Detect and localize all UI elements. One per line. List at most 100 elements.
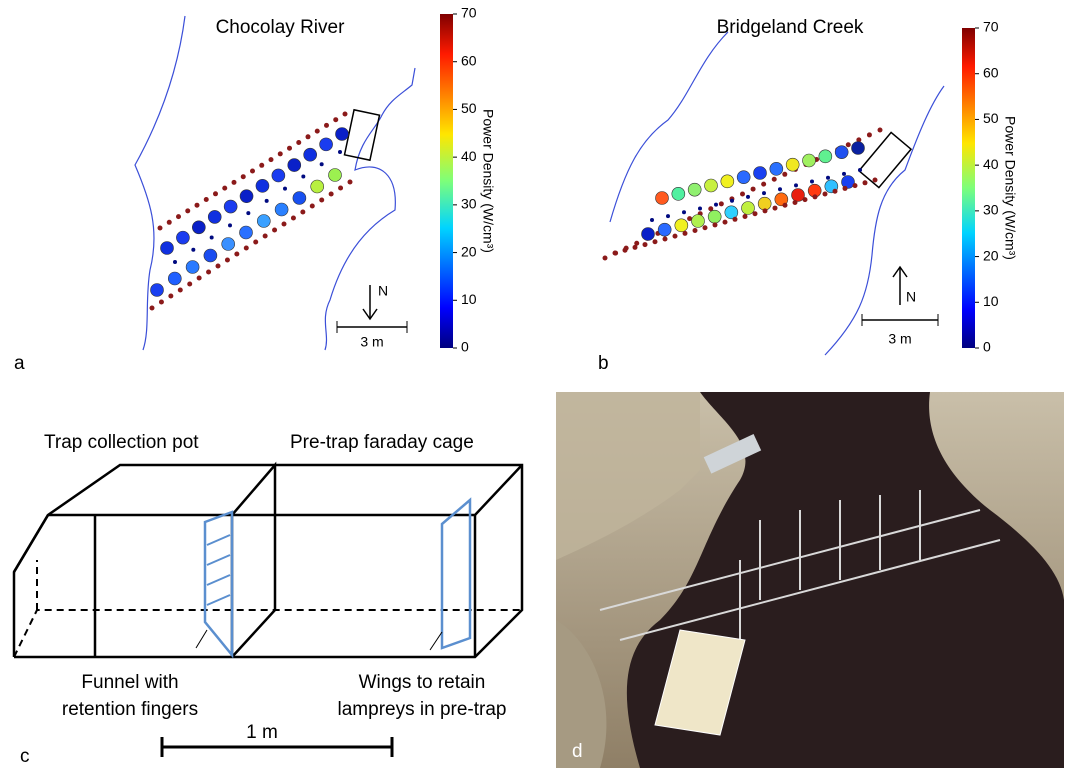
panel-c: Trap collection pot Pre-trap faraday cag… [14,432,522,767]
pointer [430,632,442,650]
ground-electrode [783,203,788,208]
tick-label: 60 [461,52,477,68]
ground-electrode [259,163,264,168]
pointer [196,630,207,648]
panel-label: c [20,746,30,767]
ground-electrode [225,258,230,263]
electrode [737,171,750,184]
ground-electrode [794,183,798,187]
ground-electrode [250,169,255,174]
ground-electrode [329,192,334,197]
electrode [151,284,164,297]
ground-electrode [283,187,287,191]
ground-electrode [210,236,214,240]
electrode [311,180,324,193]
ground-electrode [714,203,718,207]
electrode [642,228,655,241]
electrode [742,202,755,215]
ground-electrode [782,172,787,177]
electrode [168,272,181,285]
electrodes [603,128,883,261]
ground-electrode [278,151,283,156]
part-label: Pre-trap faraday cage [290,432,474,453]
electrode [161,242,174,255]
ground-electrode [213,191,218,196]
ground-electrode [187,282,192,287]
panel-a: Chocolay River N 3 m a [14,16,415,374]
electrode [320,138,333,151]
ground-electrode [730,199,734,203]
electrode [675,219,688,232]
ground-electrode [282,222,287,227]
ground-electrode [306,134,311,139]
tick-label: 30 [461,196,477,212]
electrode [240,226,253,239]
scale-label: 1 m [246,722,278,743]
ground-electrode [753,211,758,216]
figure: Chocolay River N 3 m a Bridgeland Creek … [0,0,1070,771]
ground-electrode [683,231,688,236]
electrodes [150,112,353,311]
ground-electrode [633,245,638,250]
electrode [758,197,771,210]
ground-electrode [613,251,618,256]
ground-electrode [168,294,173,299]
electrode [672,187,685,200]
trap-outline [14,465,522,657]
ground-electrode [150,306,155,311]
part-label: Wings to retain [359,672,486,693]
electrode [256,179,269,192]
ground-electrode [653,239,658,244]
ground-electrode [265,199,269,203]
ground-electrode [682,210,686,214]
ground-electrode [263,234,268,239]
ground-electrode [793,200,798,205]
panel-b: Bridgeland Creek N 3 m b [598,17,944,374]
fingers [207,535,230,605]
colorbar-label: Power Density (W/cm³) [1002,116,1018,260]
tick-label: 0 [461,339,469,355]
river-bank [610,32,728,222]
scale-label: 3 m [360,334,383,350]
ground-electrode [287,146,292,151]
divider [232,465,275,657]
ground-electrode [324,123,329,128]
electrode [208,210,221,223]
ground-electrode [204,197,209,202]
colorbar-scale [962,28,975,348]
ground-electrode [253,240,258,245]
ground-electrode [826,176,830,180]
electrode [754,167,767,180]
ground-electrode [762,191,766,195]
ground-electrode [320,162,324,166]
tick-label: 20 [461,243,477,259]
electrode [725,206,738,219]
ground-electrode [301,174,305,178]
colorbar-scale [440,14,453,348]
electrode [658,223,671,236]
tick-label: 20 [983,247,999,263]
ground-electrode [206,270,211,275]
ground-electrode [191,248,195,252]
tick-label: 70 [461,5,477,21]
part-label: Trap collection pot [44,432,199,453]
ground-electrode [863,180,868,185]
electrode [852,142,865,155]
ground-electrode [333,117,338,122]
colorbar: 010203040506070Power Density (W/cm³) [440,5,496,355]
electrode [770,162,783,175]
ground-electrode [867,132,872,137]
ground-electrode [740,192,745,197]
ground-electrode [843,186,848,191]
ground-electrode [623,248,628,253]
electrode [192,221,205,234]
ground-electrode [773,206,778,211]
ground-electrode [873,178,878,183]
river-bank [825,86,944,355]
ground-electrode [173,260,177,264]
scale-label: 3 m [888,331,911,347]
trap [859,132,911,187]
ground-electrode [348,180,353,185]
ground-electrode [338,150,342,154]
electrode [240,190,253,203]
